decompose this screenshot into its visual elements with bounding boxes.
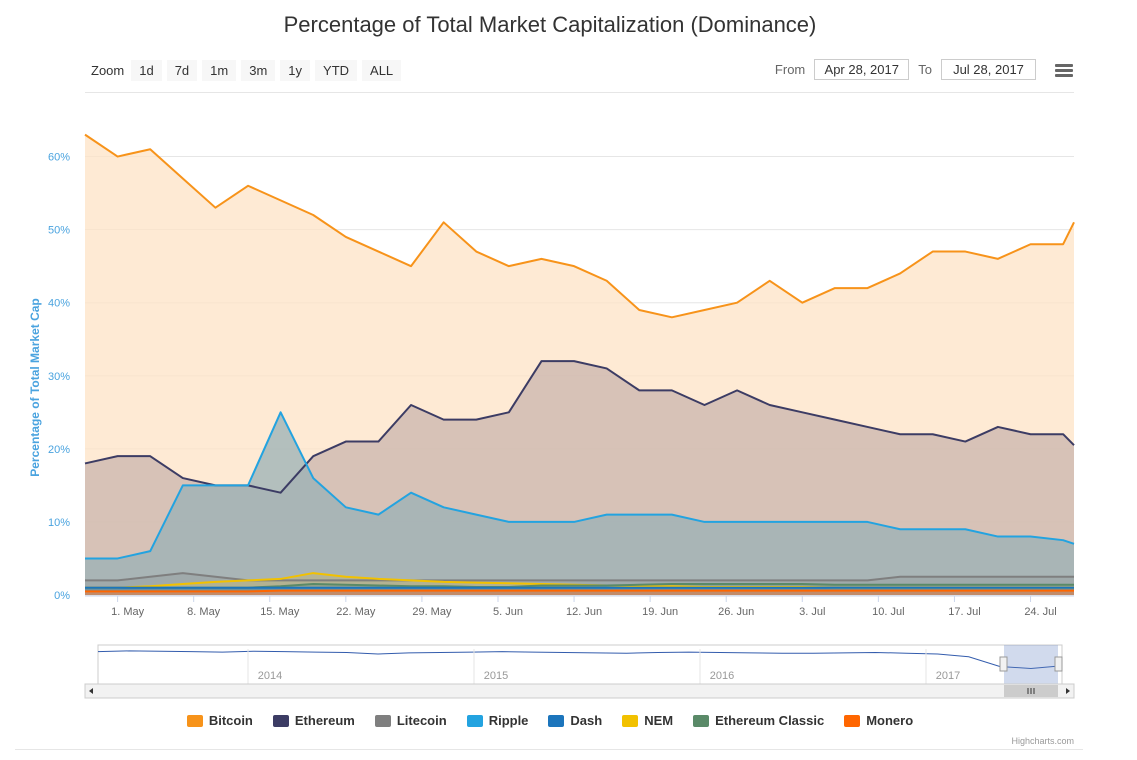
navigator-year-label: 2014 (258, 670, 282, 682)
legend-swatch (374, 714, 391, 727)
zoom-label: Zoom (91, 62, 125, 78)
zoom-1d-button[interactable]: 1d (131, 59, 162, 81)
chart-title: Percentage of Total Market Capitalizatio… (283, 12, 817, 37)
hamburger-icon[interactable] (1055, 64, 1073, 78)
legend-label: Ethereum (294, 713, 355, 728)
y-axis-title: Percentage of Total Market Cap (28, 298, 42, 477)
navigator-handle[interactable] (1054, 656, 1063, 672)
legend-swatch (548, 714, 565, 727)
navigator-frame (97, 644, 1063, 685)
legend-item-ethereum[interactable]: Ethereum (272, 713, 355, 728)
legend-item-bitcoin[interactable]: Bitcoin (186, 713, 253, 728)
legend-swatch (186, 714, 203, 727)
legend-item-monero[interactable]: Monero (844, 713, 913, 728)
x-tick-label: 15. May (260, 606, 300, 618)
series-area-ripple (85, 412, 1074, 595)
legend-label: Dash (570, 713, 603, 728)
x-tick-label: 29. May (412, 606, 452, 618)
navigator-handle[interactable] (999, 656, 1008, 672)
y-tick-label: 30% (48, 371, 70, 383)
legend-label: Ripple (488, 713, 529, 728)
y-tick-label: 20% (48, 444, 70, 456)
legend-swatch (844, 714, 861, 727)
legend-item-litecoin[interactable]: Litecoin (374, 713, 447, 728)
navigator-year-label: 2015 (484, 670, 508, 682)
y-tick-label: 10% (48, 517, 70, 529)
navigator-series (97, 650, 1063, 669)
legend-swatch (466, 714, 483, 727)
series-line-bitcoin[interactable] (84, 133, 1075, 319)
x-tick-label: 1. May (111, 606, 145, 618)
to-date-input[interactable] (941, 59, 1036, 80)
scroll-right-arrow-icon[interactable] (1066, 688, 1070, 694)
navigator-year-label: 2016 (710, 670, 734, 682)
legend: Bitcoin Ethereum Litecoin Ripple Dash NEM Ethe… (0, 713, 1100, 728)
legend-label: Ethereum Classic (715, 713, 825, 728)
scrollbar-track[interactable] (84, 683, 1075, 699)
x-tick-label: 8. May (187, 606, 221, 618)
series-line-ethereum[interactable] (84, 360, 1075, 494)
legend-item-dash[interactable]: Dash (548, 713, 602, 728)
y-tick-label: 60% (48, 152, 70, 164)
zoom-1m-button[interactable]: 1m (202, 59, 237, 81)
legend-item-ripple[interactable]: Ripple (466, 713, 529, 728)
x-tick-label: 12. Jun (566, 606, 602, 618)
divider (15, 749, 1083, 750)
legend-swatch (272, 714, 289, 727)
from-label: From (774, 62, 806, 77)
y-tick-label: 40% (48, 298, 70, 310)
scroll-left-arrow-icon[interactable] (89, 688, 93, 694)
x-tick-label: 10. Jul (872, 606, 904, 618)
x-tick-label: 17. Jul (948, 606, 980, 618)
y-tick-label: 50% (48, 225, 70, 237)
legend-label: Litecoin (396, 713, 447, 728)
credits[interactable]: Highcharts.com (1011, 736, 1074, 746)
zoom-1y-button[interactable]: 1y (280, 59, 311, 81)
legend-label: Bitcoin (208, 713, 253, 728)
zoom-3m-button[interactable]: 3m (241, 59, 276, 81)
navigator-selection[interactable] (1004, 645, 1058, 684)
legend-item-nem[interactable]: NEM (622, 713, 673, 728)
legend-item-ethereum-classic[interactable]: Ethereum Classic (693, 713, 824, 728)
date-range: From To (772, 59, 1036, 80)
legend-swatch (693, 714, 710, 727)
x-tick-label: 24. Jul (1024, 606, 1056, 618)
x-tick-label: 26. Jun (718, 606, 754, 618)
divider (85, 92, 1074, 93)
series-line-monero[interactable] (85, 589, 1074, 593)
from-date-input[interactable] (814, 59, 910, 80)
series-line-ripple[interactable] (85, 411, 1075, 560)
x-tick-label: 22. May (336, 606, 376, 618)
zoom-bar: Zoom 1d 7d 1m 3m 1y YTD ALL (91, 59, 402, 81)
legend-swatch (622, 714, 639, 727)
legend-label: NEM (644, 713, 674, 728)
series-area-monero (85, 590, 1074, 595)
legend-label: Monero (866, 713, 914, 728)
zoom-7d-button[interactable]: 7d (166, 59, 198, 81)
zoom-all-button[interactable]: ALL (362, 59, 402, 81)
navigator-year-label: 2017 (936, 670, 960, 682)
x-tick-label: 19. Jun (642, 606, 678, 618)
to-label: To (918, 62, 932, 77)
x-tick-label: 5. Jun (493, 606, 523, 618)
x-tick-label: 3. Jul (799, 606, 825, 618)
zoom-ytd-button[interactable]: YTD (315, 59, 358, 81)
y-tick-label: 0% (54, 590, 70, 602)
